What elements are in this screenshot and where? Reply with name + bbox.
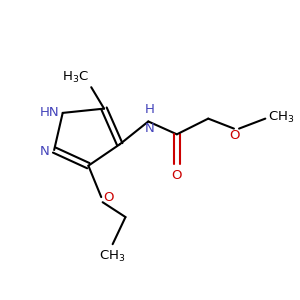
- Text: O: O: [103, 190, 114, 204]
- Text: O: O: [229, 129, 240, 142]
- Text: N: N: [40, 145, 50, 158]
- Text: O: O: [172, 169, 182, 182]
- Text: N: N: [145, 122, 154, 135]
- Text: H$_3$C: H$_3$C: [62, 70, 89, 85]
- Text: CH$_3$: CH$_3$: [99, 248, 126, 264]
- Text: H: H: [145, 103, 155, 116]
- Text: HN: HN: [40, 106, 60, 119]
- Text: CH$_3$: CH$_3$: [268, 110, 294, 125]
